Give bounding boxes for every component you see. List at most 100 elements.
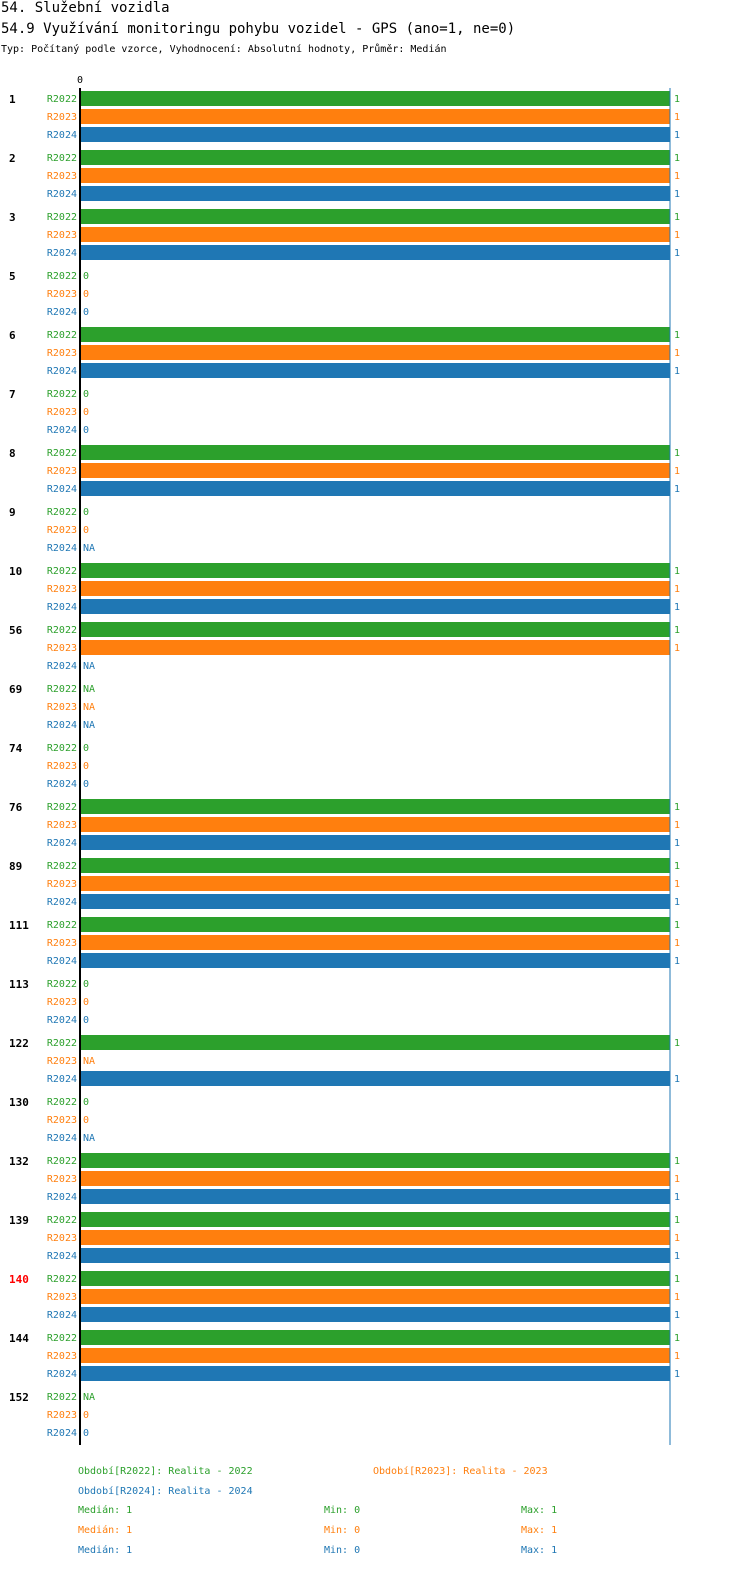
series-label: R2024	[47, 248, 77, 259]
bar-r2023	[80, 109, 670, 124]
series-label: R2022	[47, 743, 77, 754]
category-label: 89	[9, 860, 22, 873]
bar-r2022	[80, 209, 670, 224]
category-label: 144	[9, 1332, 29, 1345]
data-label: 1	[674, 879, 680, 890]
series-label: R2023	[47, 348, 77, 359]
series-label: R2024	[47, 1015, 77, 1026]
data-label: 0	[83, 1428, 89, 1439]
series-label: R2022	[47, 566, 77, 577]
legend-min-r2024: Min: 0	[324, 1545, 361, 1556]
category-label: 7	[9, 388, 16, 401]
data-label: 1	[674, 348, 680, 359]
data-label: 1	[674, 230, 680, 241]
data-label: 1	[674, 1174, 680, 1185]
series-label: R2022	[47, 920, 77, 931]
legend-median-r2023: Medián: 1	[78, 1525, 133, 1536]
series-label: R2023	[47, 584, 77, 595]
series-label: R2024	[47, 130, 77, 141]
series-label: R2024	[47, 779, 77, 790]
data-label: 1	[674, 1192, 680, 1203]
bar-r2022	[80, 563, 670, 578]
bar-r2022	[80, 1212, 670, 1227]
legend-period-r2022: Období[R2022]: Realita - 2022	[78, 1466, 253, 1477]
bar-r2022	[80, 445, 670, 460]
bar-r2023	[80, 1348, 670, 1363]
legend-max-r2023: Max: 1	[521, 1525, 558, 1536]
data-label: 1	[674, 802, 680, 813]
bar-r2022	[80, 327, 670, 342]
category-label: 3	[9, 211, 16, 224]
category-label: 10	[9, 565, 22, 578]
series-label: R2024	[47, 1192, 77, 1203]
data-label: 1	[674, 1233, 680, 1244]
series-label: R2024	[47, 307, 77, 318]
series-label: R2022	[47, 507, 77, 518]
data-label: 0	[83, 425, 89, 436]
series-label: R2023	[47, 938, 77, 949]
data-label: 1	[674, 1310, 680, 1321]
data-label: 1	[674, 820, 680, 831]
legend-min-r2022: Min: 0	[324, 1505, 361, 1516]
bar-r2024	[80, 1366, 670, 1381]
series-label: R2023	[47, 1174, 77, 1185]
data-label: 0	[83, 507, 89, 518]
series-label: R2022	[47, 1392, 77, 1403]
data-label: 0	[83, 997, 89, 1008]
series-label: R2024	[47, 602, 77, 613]
data-label: NA	[83, 702, 95, 713]
data-label: 1	[674, 248, 680, 259]
data-label: 1	[674, 171, 680, 182]
category-label: 6	[9, 329, 16, 342]
data-label: 1	[674, 189, 680, 200]
bar-r2022	[80, 1271, 670, 1286]
series-label: R2022	[47, 271, 77, 282]
bar-r2022	[80, 799, 670, 814]
legend-median-r2024: Medián: 1	[78, 1545, 133, 1556]
data-label: NA	[83, 1392, 95, 1403]
data-label: 0	[83, 307, 89, 318]
series-label: R2024	[47, 366, 77, 377]
bar-r2022	[80, 917, 670, 932]
series-label: R2024	[47, 425, 77, 436]
series-label: R2022	[47, 1038, 77, 1049]
data-label: 1	[674, 1074, 680, 1085]
data-label: NA	[83, 543, 95, 554]
page-title: 54. Služební vozidla	[1, 0, 170, 16]
series-label: R2024	[47, 1428, 77, 1439]
data-label: 1	[674, 584, 680, 595]
bar-r2024	[80, 1071, 670, 1086]
bar-r2023	[80, 581, 670, 596]
series-label: R2023	[47, 112, 77, 123]
category-label: 113	[9, 978, 29, 991]
bar-r2024	[80, 481, 670, 496]
series-label: R2024	[47, 956, 77, 967]
series-label: R2023	[47, 879, 77, 890]
data-label: 1	[674, 153, 680, 164]
data-label: 1	[674, 466, 680, 477]
series-label: R2024	[47, 189, 77, 200]
legend-period-r2023: Období[R2023]: Realita - 2023	[373, 1466, 548, 1477]
category-label: 2	[9, 152, 16, 165]
category-label: 140	[9, 1273, 29, 1286]
bar-r2024	[80, 363, 670, 378]
series-label: R2022	[47, 1215, 77, 1226]
series-label: R2022	[47, 212, 77, 223]
bar-r2022	[80, 858, 670, 873]
data-label: 1	[674, 1215, 680, 1226]
data-label: 0	[83, 407, 89, 418]
data-label: 1	[674, 448, 680, 459]
series-label: R2022	[47, 330, 77, 341]
series-label: R2023	[47, 289, 77, 300]
series-label: R2023	[47, 1233, 77, 1244]
legend-max-r2024: Max: 1	[521, 1545, 558, 1556]
data-label: 0	[83, 389, 89, 400]
data-label: 1	[674, 838, 680, 849]
bar-r2024	[80, 186, 670, 201]
series-label: R2022	[47, 861, 77, 872]
data-label: 0	[83, 271, 89, 282]
data-label: 0	[83, 1115, 89, 1126]
series-label: R2023	[47, 702, 77, 713]
bar-r2024	[80, 599, 670, 614]
bar-r2022	[80, 1153, 670, 1168]
